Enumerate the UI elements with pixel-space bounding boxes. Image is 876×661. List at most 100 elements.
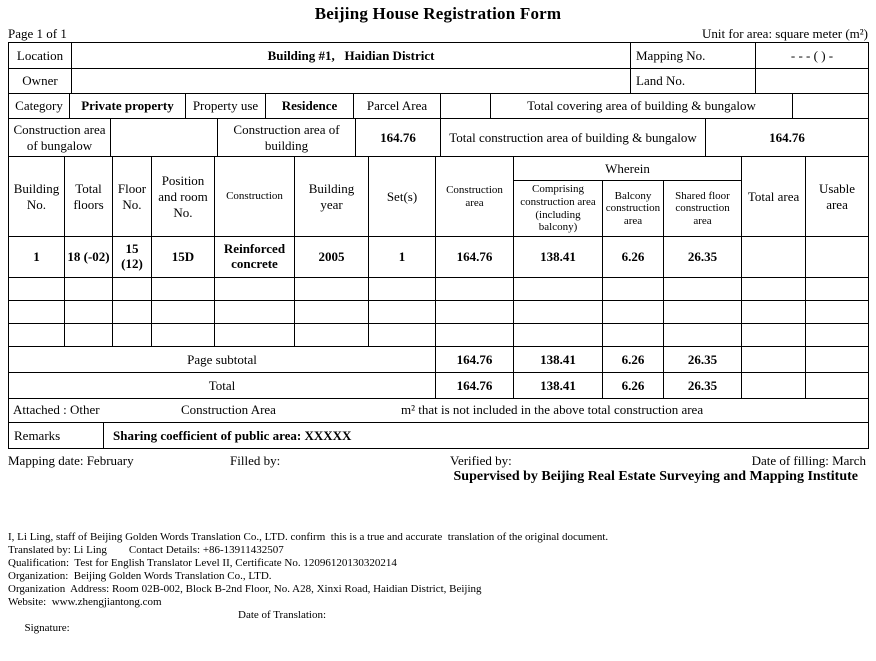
empty-cell	[64, 300, 113, 324]
empty-cell	[435, 277, 514, 301]
registration-form-page: Beijing House Registration Form Page 1 o…	[8, 4, 870, 634]
bungalow-table: Construction area of bungalow Constructi…	[8, 118, 869, 157]
filled-by: Filled by:	[230, 453, 281, 468]
unit-note: Unit for area: square meter (m²)	[702, 26, 868, 41]
remarks-table: Remarks Sharing coefficient of public ar…	[8, 422, 869, 449]
cell-comprising-area: 138.41	[513, 236, 603, 278]
cell-floor-no: 15 (12)	[112, 236, 152, 278]
table-row-empty	[8, 277, 870, 301]
empty-cell	[214, 323, 295, 347]
page-indicator: Page 1 of 1	[8, 26, 67, 41]
attestation-organization-address: Organization Address: Room 02B-002, Bloc…	[8, 583, 482, 595]
empty-cell	[294, 277, 369, 301]
bungalow-area-value	[110, 118, 218, 157]
cell-usable-area	[805, 236, 870, 278]
empty-cell	[112, 300, 152, 324]
form-title: Beijing House Registration Form	[314, 4, 562, 23]
total-construction-area: 164.76	[435, 372, 514, 399]
meta-line: Page 1 of 1 Unit for area: square meter …	[8, 26, 868, 42]
col-header-comprising-area: Comprising construction area (including …	[513, 180, 603, 237]
main-table: Building No. Total floors Floor No. Posi…	[8, 156, 870, 399]
empty-cell	[741, 323, 807, 347]
cell-balcony-area: 6.26	[602, 236, 664, 278]
subtotal-comprising-area: 138.41	[513, 346, 603, 373]
empty-cell	[805, 323, 870, 347]
empty-cell	[64, 323, 113, 347]
table-row: 1 18 (-02) 15 (12) 15D Reinforced concre…	[8, 236, 870, 278]
empty-cell	[662, 300, 743, 324]
empty-cell	[741, 300, 807, 324]
empty-cell	[151, 300, 215, 324]
building-area-label: Construction area of building	[217, 118, 356, 157]
cell-building-year: 2005	[294, 236, 369, 278]
bungalow-area-label: Construction area of bungalow	[8, 118, 111, 157]
col-header-construction: Construction	[214, 156, 295, 237]
empty-cell	[368, 277, 436, 301]
empty-cell	[602, 277, 664, 301]
wherein-header: Wherein	[512, 156, 743, 181]
mapping-date: Mapping date: February	[8, 453, 134, 468]
subtotal-total-area	[741, 346, 807, 373]
empty-cell	[602, 300, 664, 324]
attestation-website: Website: www.zhengjiantong.com	[8, 596, 162, 608]
footer-line: Mapping date: February Filled by: Verifi…	[8, 453, 868, 487]
land-no-label: Land No.	[630, 68, 756, 94]
date-of-filling: Date of filling: March	[751, 453, 866, 468]
attestation-statement: I, Li Ling, staff of Beijing Golden Word…	[8, 531, 609, 543]
signature-label: Signature:	[24, 622, 70, 634]
empty-cell	[368, 323, 436, 347]
empty-cell	[8, 277, 65, 301]
col-header-position-room: Position and room No.	[151, 156, 215, 237]
empty-cell	[112, 277, 152, 301]
subtotal-balcony-area: 6.26	[602, 346, 664, 373]
empty-cell	[513, 300, 603, 324]
page-subtotal-row: Page subtotal 164.76 138.41 6.26 26.35	[8, 346, 870, 373]
parcel-area-value	[440, 93, 491, 119]
cell-building-no: 1	[8, 236, 65, 278]
total-usable-area	[805, 372, 870, 399]
empty-cell	[435, 300, 514, 324]
owner-label: Owner	[8, 68, 72, 94]
page-subtotal-label: Page subtotal	[8, 346, 436, 373]
subtotal-usable-area	[805, 346, 870, 373]
cell-total-area	[741, 236, 807, 278]
property-use-label: Property use	[185, 93, 266, 119]
col-header-total-area: Total area	[741, 156, 807, 237]
category-label: Category	[8, 93, 70, 119]
total-row: Total 164.76 138.41 6.26 26.35	[8, 372, 870, 399]
building-area-value: 164.76	[355, 118, 441, 157]
table-row-empty	[8, 300, 870, 324]
attestation-organization: Organization: Beijing Golden Words Trans…	[8, 570, 272, 582]
total-comprising-area: 138.41	[513, 372, 603, 399]
attestation-block: I, Li Ling, staff of Beijing Golden Word…	[8, 531, 868, 634]
attached-table: Attached : Other Construction Area m² th…	[8, 398, 869, 423]
mapping-no-value: - - - ( ) -	[755, 42, 869, 69]
col-header-sets: Set(s)	[368, 156, 436, 237]
cell-shared-floor-area: 26.35	[662, 236, 743, 278]
empty-cell	[214, 300, 295, 324]
cell-position-room: 15D	[151, 236, 215, 278]
cell-construction: Reinforced concrete	[214, 236, 295, 278]
parcel-area-label: Parcel Area	[353, 93, 441, 119]
supervised-note: Supervised by Beijing Real Estate Survey…	[453, 469, 859, 484]
owner-value	[71, 68, 631, 94]
col-header-usable-area: Usable area	[805, 156, 870, 237]
covering-area-label: Total covering area of building & bungal…	[490, 93, 793, 119]
attached-row: Attached : Other Construction Area m² th…	[8, 398, 869, 423]
empty-cell	[112, 323, 152, 347]
empty-cell	[8, 300, 65, 324]
empty-cell	[294, 300, 369, 324]
empty-cell	[513, 277, 603, 301]
attestation-translated-by: Translated by: Li Ling Contact Details: …	[8, 544, 284, 556]
cell-sets: 1	[368, 236, 436, 278]
location-owner-table: Location Building #1, Haidian District M…	[8, 42, 869, 94]
col-header-construction-area: Construction area	[435, 156, 514, 237]
covering-area-value	[792, 93, 869, 119]
total-shared-floor-area: 26.35	[662, 372, 743, 399]
attached-note: m² that is not included in the above tot…	[401, 402, 704, 417]
property-use-value: Residence	[265, 93, 354, 119]
cell-construction-area: 164.76	[435, 236, 514, 278]
subtotal-shared-floor-area: 26.35	[662, 346, 743, 373]
land-no-value	[755, 68, 869, 94]
remarks-value: Sharing coefficient of public area: XXXX…	[103, 422, 869, 449]
